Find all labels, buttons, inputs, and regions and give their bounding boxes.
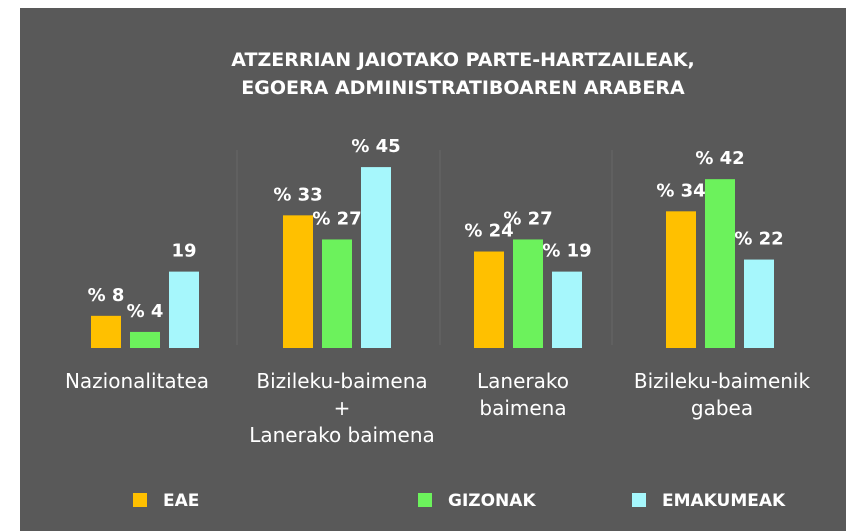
bar	[666, 211, 696, 348]
value-label: % 45	[351, 136, 400, 157]
value-label: % 22	[734, 229, 783, 250]
bar	[744, 259, 774, 348]
legend-swatch	[632, 493, 646, 507]
value-label: % 27	[503, 208, 552, 229]
bar	[361, 167, 391, 348]
value-label: % 19	[542, 241, 591, 262]
value-label: % 42	[695, 148, 744, 169]
value-label: % 33	[273, 184, 322, 205]
value-label: 19	[171, 241, 196, 262]
legend-swatch	[133, 493, 147, 507]
bar	[474, 251, 504, 348]
value-label: % 27	[312, 208, 361, 229]
value-label: % 8	[88, 285, 125, 306]
legend-label: EMAKUMEAK	[662, 491, 786, 511]
bar	[283, 215, 313, 348]
bar	[552, 271, 582, 348]
bar	[705, 179, 735, 348]
legend-label: EAE	[163, 491, 199, 511]
bar	[513, 239, 543, 348]
value-label: % 34	[656, 180, 705, 201]
x-tick-label: Bizileku-baimena + Lanerako baimena	[249, 369, 435, 447]
value-label: % 24	[464, 221, 513, 242]
x-tick-label: Bizileku-baimenik gabea	[634, 369, 811, 420]
bar	[91, 315, 121, 348]
x-tick-label: Lanerako baimena	[477, 369, 569, 420]
legend-label: GIZONAK	[448, 491, 536, 511]
bar	[169, 271, 199, 348]
x-tick-label: Nazionalitatea	[65, 369, 209, 393]
bar	[322, 239, 352, 348]
bar	[130, 331, 160, 348]
legend-swatch	[418, 493, 432, 507]
value-label: % 4	[127, 301, 164, 322]
chart-title: ATZERRIAN JAIOTAKO PARTE-HARTZAILEAK, EGO…	[231, 49, 694, 99]
